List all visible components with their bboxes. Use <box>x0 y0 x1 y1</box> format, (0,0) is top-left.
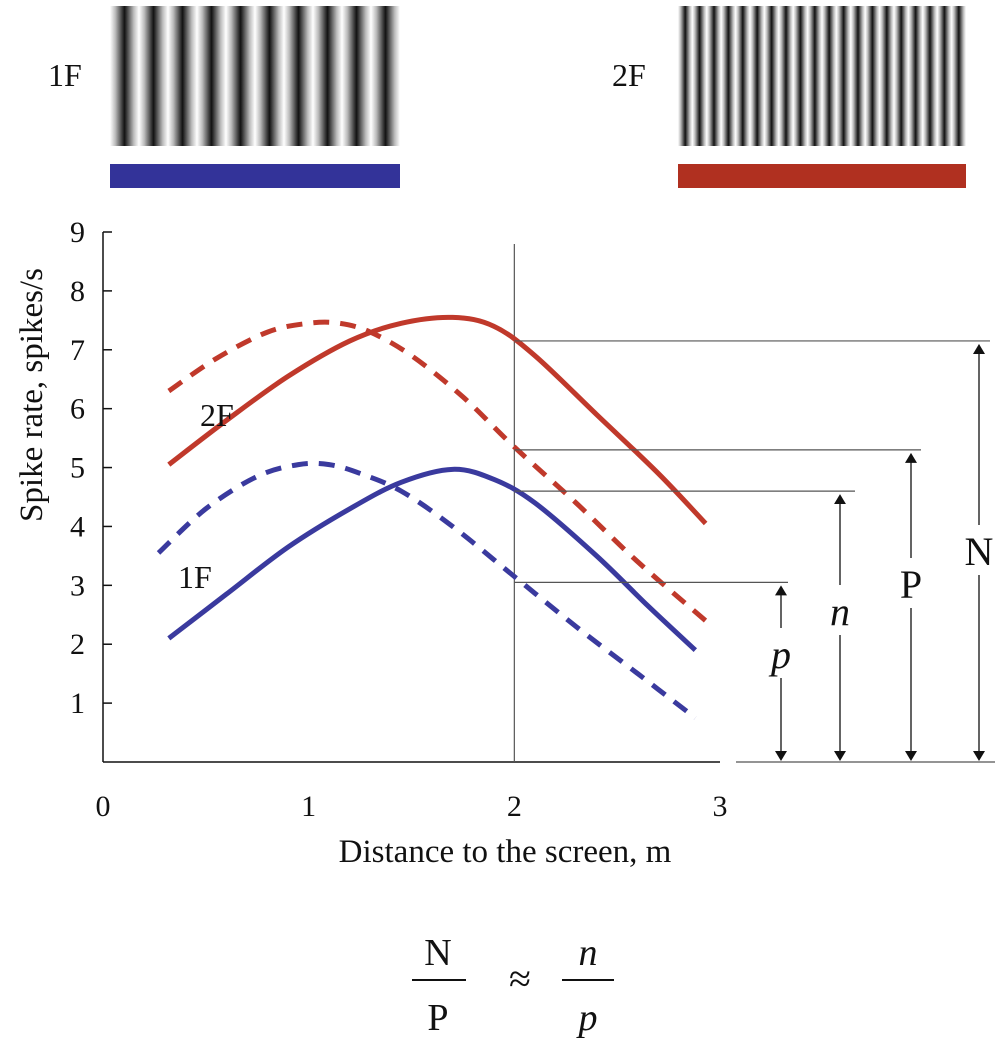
annotation-label-bg <box>895 558 927 608</box>
y-tick-label: 9 <box>70 216 85 249</box>
y-tick-label: 4 <box>70 510 85 543</box>
y-axis-label: Spike rate, spikes/s <box>14 268 50 522</box>
y-tick-label: 8 <box>70 275 85 308</box>
formula-right-numerator: n <box>579 932 598 974</box>
series-1f-dashed <box>156 460 697 720</box>
annotation-label-bg <box>765 628 797 678</box>
formula-left-denominator: P <box>427 997 448 1039</box>
stimulus-2f: 2F <box>612 6 966 188</box>
formula: N P ≈ n p <box>412 932 614 1039</box>
annotation-label-N: N <box>965 529 994 574</box>
series-2f-dashed <box>167 319 708 623</box>
grating-2f <box>678 6 966 146</box>
y-tick-label: 7 <box>70 334 85 367</box>
stimulus-2f-bar <box>678 164 966 188</box>
grating-1f <box>110 6 400 146</box>
y-tick-label: 2 <box>70 628 85 661</box>
x-axis-label: Distance to the screen, m <box>339 834 672 870</box>
series-2f-solid <box>167 314 708 526</box>
stimulus-1f-bar <box>110 164 400 188</box>
x-tick-label: 3 <box>713 790 728 823</box>
x-tick-label: 0 <box>96 790 111 823</box>
formula-right-denominator: p <box>576 997 598 1039</box>
x-tick-labels: 0 1 2 3 <box>96 790 728 823</box>
annotation-label-n: n <box>830 589 850 634</box>
annotation-label-bg <box>963 525 995 575</box>
formula-left-numerator: N <box>424 932 451 974</box>
y-tick-label: 3 <box>70 569 85 602</box>
y-tick-label: 6 <box>70 393 85 426</box>
formula-approx: ≈ <box>509 956 531 1001</box>
annotation-label-bg <box>824 585 856 635</box>
stimulus-2f-label: 2F <box>612 57 646 93</box>
y-tick-label: 1 <box>70 687 85 720</box>
x-tick-label: 1 <box>301 790 316 823</box>
series-1f-solid <box>167 466 698 652</box>
y-tick-label: 5 <box>70 452 85 485</box>
series-label-1f: 1F <box>178 559 212 595</box>
series-group <box>156 314 708 720</box>
series-label-2f: 2F <box>200 397 234 433</box>
annotation-label-P: P <box>900 562 922 607</box>
y-tick-labels: 1 2 3 4 5 6 7 8 9 <box>70 216 112 720</box>
annotation-label-p: p <box>768 632 791 677</box>
x-tick-label: 2 <box>507 790 522 823</box>
stimulus-1f: 1F <box>48 6 400 188</box>
annotation-group: pn PN <box>514 340 995 761</box>
stimulus-1f-label: 1F <box>48 57 82 93</box>
